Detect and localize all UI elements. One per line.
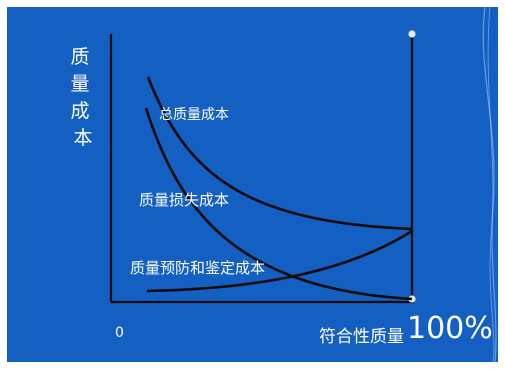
- decorative-swirl: [482, 7, 497, 362]
- loss-cost-label: 质量损失成本: [139, 191, 229, 209]
- loss-cost-curve: [144, 107, 413, 301]
- x-origin-label: 0: [115, 325, 124, 341]
- y-label-char-4: 本: [73, 127, 92, 149]
- top-endpoint-dot: [408, 30, 416, 38]
- x-end-label: 100%: [407, 311, 493, 346]
- decorative-swirl-2: [487, 7, 495, 362]
- total-cost-label: 总质量成本: [159, 107, 229, 123]
- slide: 质 量 成 本 总质量成本 质量损失成本 质量预防和鉴定成本 0 符合性质量 1…: [7, 7, 498, 362]
- quality-cost-diagram: 质 量 成 本 总质量成本 质量损失成本 质量预防和鉴定成本 0 符合性质量 1…: [70, 7, 497, 362]
- prevention-cost-curve: [146, 229, 413, 293]
- y-axis-label: 质 量 成 本: [70, 46, 95, 149]
- x-axis-label: 符合性质量: [319, 327, 404, 347]
- y-label-char-1: 质: [70, 46, 89, 68]
- y-label-char-2: 量: [70, 73, 89, 95]
- y-label-char-3: 成: [70, 100, 89, 122]
- total-cost-curve: [146, 76, 413, 231]
- prevention-cost-label: 质量预防和鉴定成本: [130, 259, 265, 277]
